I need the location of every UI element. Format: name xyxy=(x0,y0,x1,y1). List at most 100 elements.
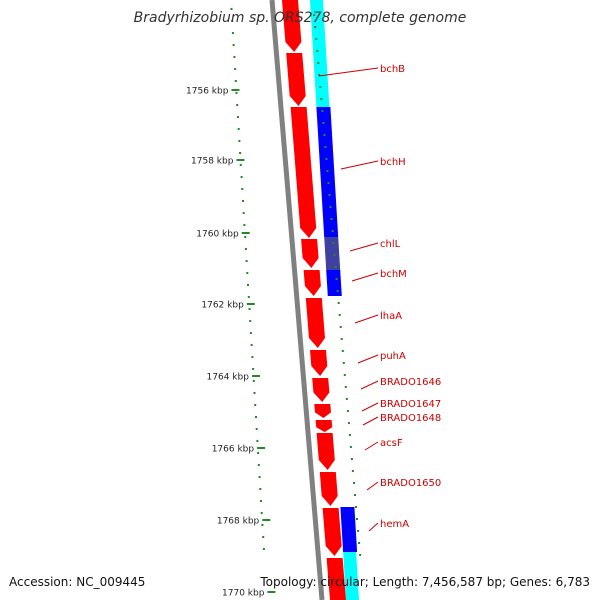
dotted-guide xyxy=(244,248,247,250)
dotted-guide xyxy=(240,176,243,178)
dotted-guide xyxy=(230,8,233,10)
gene-label[interactable]: puhA xyxy=(380,351,406,362)
dotted-guide xyxy=(256,440,259,442)
dotted-guide xyxy=(317,62,320,64)
gene-arrow xyxy=(326,558,346,600)
dotted-guide xyxy=(349,446,352,448)
dotted-guide xyxy=(334,266,337,268)
dotted-guide xyxy=(243,224,246,226)
scale-tick-label: 1768 kbp xyxy=(217,517,260,527)
dotted-guide xyxy=(258,476,261,478)
gene-label[interactable]: BRADO1647 xyxy=(380,399,441,410)
dotted-guide xyxy=(246,272,249,274)
gene-arrow xyxy=(301,239,319,268)
gene-label[interactable]: hemA xyxy=(380,519,409,530)
dotted-guide xyxy=(339,326,342,328)
dotted-guide xyxy=(356,518,358,520)
dotted-guide xyxy=(237,128,240,130)
dotted-guide xyxy=(237,116,239,118)
dotted-guide xyxy=(232,44,235,46)
gene-leader-line xyxy=(368,522,379,532)
gene-label[interactable]: BRADO1646 xyxy=(380,377,441,388)
dotted-guide xyxy=(261,524,264,526)
dotted-guide xyxy=(231,32,234,34)
dotted-guide xyxy=(313,14,316,16)
dotted-guide xyxy=(330,218,333,220)
dotted-guide xyxy=(329,206,332,208)
dotted-guide xyxy=(242,212,245,214)
dotted-guide xyxy=(252,380,255,382)
dotted-guide xyxy=(252,368,255,370)
dotted-guide xyxy=(328,194,331,196)
gene-arrow xyxy=(286,53,306,106)
gene-leader-line xyxy=(364,441,379,451)
dotted-guide xyxy=(262,548,265,550)
dotted-guide xyxy=(337,302,340,304)
dotted-guide xyxy=(255,416,257,418)
dotted-guide xyxy=(325,158,328,160)
gene-label[interactable]: acsF xyxy=(380,438,403,449)
gene-leader-line xyxy=(357,354,379,364)
dotted-guide xyxy=(244,236,247,238)
dotted-guide xyxy=(318,74,321,76)
gene-label[interactable]: bchB xyxy=(380,64,405,75)
gene-arrow xyxy=(282,0,302,52)
dotted-guide xyxy=(245,260,248,262)
dotted-guide xyxy=(332,242,335,244)
scale-tick-label: 1760 kbp xyxy=(196,230,239,240)
gene-leader-line xyxy=(349,242,379,252)
dotted-guide xyxy=(231,20,234,22)
gene-arrow xyxy=(316,433,335,470)
gene-arrow xyxy=(315,420,333,432)
genome-backbone xyxy=(269,0,325,600)
dotted-guide xyxy=(354,494,356,496)
scale-tick-label: 1764 kbp xyxy=(207,373,250,383)
dotted-guide xyxy=(323,134,326,136)
dotted-guide xyxy=(341,350,344,352)
dotted-guide xyxy=(340,338,343,340)
dotted-guide xyxy=(236,104,239,106)
gene-arrow xyxy=(312,378,330,402)
gene-leader-line xyxy=(361,402,379,412)
dotted-guide xyxy=(249,320,252,322)
dotted-guide xyxy=(357,530,360,532)
scale-tick-label: 1770 kbp xyxy=(222,589,265,599)
gene-label[interactable]: bchM xyxy=(380,269,407,280)
dotted-guide xyxy=(345,398,348,400)
dotted-guide xyxy=(247,284,249,286)
genome-title: Bradyrhizobium sp. ORS278, complete geno… xyxy=(133,10,467,26)
dotted-guide xyxy=(234,80,237,82)
dotted-guide xyxy=(350,458,353,460)
dotted-guide xyxy=(351,470,354,472)
gene-label[interactable]: bchH xyxy=(380,157,406,168)
dotted-guide xyxy=(315,38,318,40)
dotted-guide xyxy=(251,356,254,358)
dotted-guide xyxy=(316,50,319,52)
dotted-guide xyxy=(331,230,334,232)
gene-arrow xyxy=(319,472,338,506)
dotted-guide xyxy=(235,92,238,94)
gene-label[interactable]: BRADO1650 xyxy=(380,478,441,489)
blue-feature-segment xyxy=(340,507,358,552)
dotted-guide xyxy=(242,200,244,202)
dotted-guide xyxy=(257,464,260,466)
cyan-feature-segment xyxy=(342,548,359,600)
dotted-guide xyxy=(326,170,329,172)
dotted-guide xyxy=(343,374,346,376)
gene-label[interactable]: lhaA xyxy=(380,311,402,322)
gene-label[interactable]: chlL xyxy=(380,239,401,250)
dotted-guide xyxy=(359,554,362,556)
dotted-guide xyxy=(355,506,357,508)
dotted-guide xyxy=(321,110,324,112)
dotted-guide xyxy=(250,344,253,346)
dotted-guide xyxy=(358,542,361,544)
dotted-guide xyxy=(233,56,236,58)
dotted-guide xyxy=(262,536,265,538)
dotted-guide xyxy=(353,482,355,484)
dotted-guide xyxy=(348,434,351,436)
navy-feature-segment xyxy=(324,237,341,270)
blue-feature-segment xyxy=(326,270,342,296)
gene-arrow xyxy=(303,270,321,296)
gene-label[interactable]: BRADO1648 xyxy=(380,413,441,424)
